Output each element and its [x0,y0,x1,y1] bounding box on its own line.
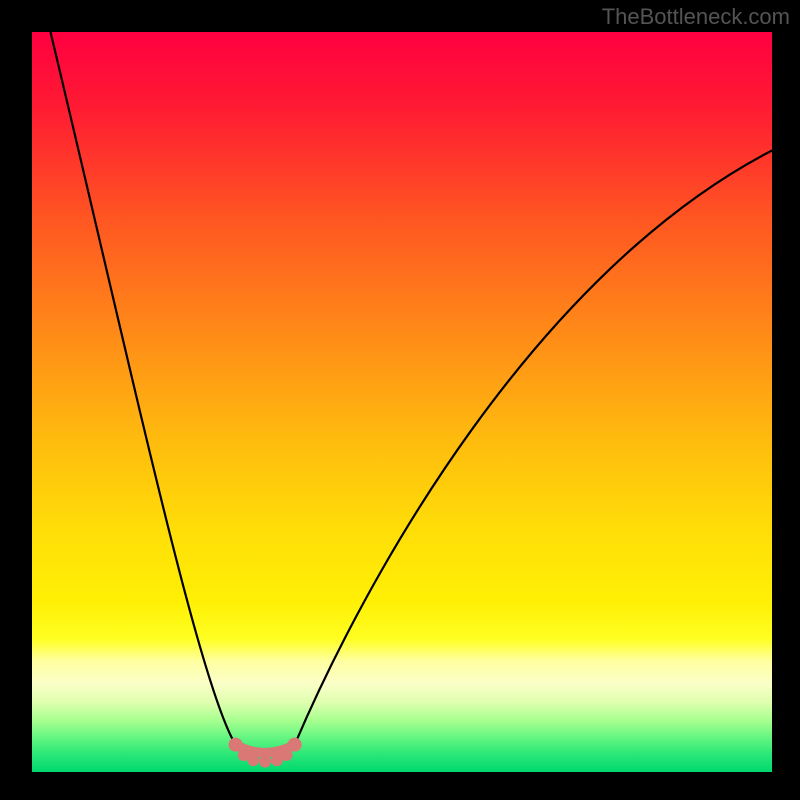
valley-end-cap [229,738,243,752]
chart-container: TheBottleneck.com [0,0,800,800]
valley-end-cap [288,738,302,752]
valley-marker-dot [259,756,271,768]
bottleneck-chart [0,0,800,800]
watermark-text: TheBottleneck.com [602,4,790,30]
plot-background [32,32,772,772]
valley-marker-dot [247,754,259,766]
valley-marker-dot [281,749,293,761]
